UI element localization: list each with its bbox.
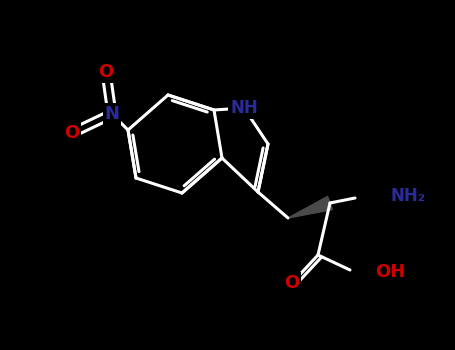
Polygon shape [288,196,332,218]
Text: N: N [105,105,120,123]
Text: OH: OH [375,263,405,281]
Text: O: O [284,274,300,292]
Text: O: O [98,63,114,81]
Text: NH: NH [230,99,258,117]
Text: NH₂: NH₂ [390,187,425,205]
Text: O: O [64,124,80,142]
